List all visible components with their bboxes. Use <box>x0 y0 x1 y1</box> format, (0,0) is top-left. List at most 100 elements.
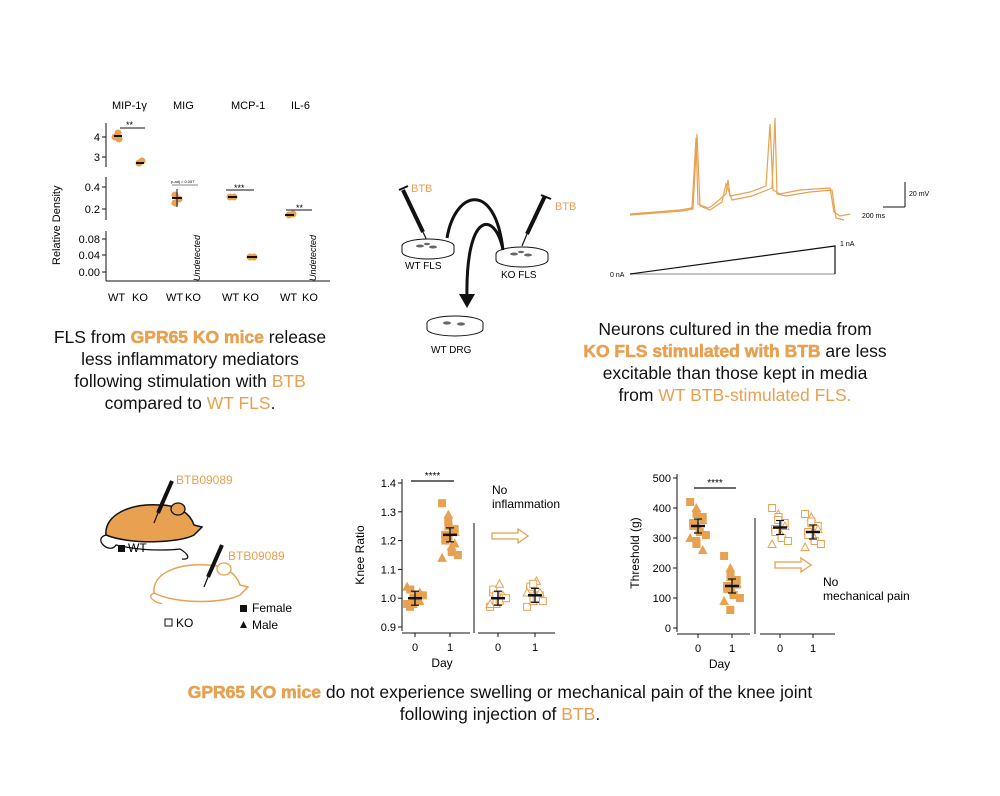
group-label: KO <box>243 292 259 304</box>
x-tick-label: 1 <box>810 643 816 655</box>
y-tick-label: 300 <box>653 533 671 545</box>
ko-fls-label: KO FLS <box>501 270 537 281</box>
wt-fls-label: WT FLS <box>405 261 442 272</box>
y-tick: 3 <box>94 152 100 164</box>
syringe-icon <box>153 480 174 524</box>
sig-label: **** <box>707 478 723 489</box>
caption-neurons: Neurons cultured in the media from KO FL… <box>583 319 887 405</box>
undetected-il6: Undetected <box>308 234 318 281</box>
data-point <box>418 591 427 600</box>
trace-ko <box>629 123 851 217</box>
data-point <box>494 578 505 588</box>
data-point <box>529 579 538 588</box>
undetected-mig: Undetected <box>192 234 202 281</box>
y-tick: 4 <box>94 132 100 144</box>
wt-mouse-icon <box>100 502 204 560</box>
y-tick-label: 1.4 <box>381 478 396 490</box>
btb-mouse-top: BTB09089 <box>176 473 233 487</box>
y-tick: 0.08 <box>79 234 100 246</box>
data-point <box>783 537 792 545</box>
analyte-label-mcp: MCP-1 <box>231 100 265 112</box>
analyte-label-mip: MIP-1γ <box>112 100 147 112</box>
data-point <box>685 532 695 542</box>
data-point <box>720 552 729 560</box>
group-label: WT <box>280 292 297 304</box>
scale-mv: 20 mV <box>909 191 930 198</box>
group-label: WT <box>166 292 183 304</box>
data-point <box>402 581 412 591</box>
data-point <box>719 595 729 605</box>
annotation-line1: No <box>492 483 508 497</box>
x-tick-label: 1 <box>447 642 453 654</box>
group-label: KO <box>302 292 318 304</box>
data-point <box>768 504 777 512</box>
group-label: KO <box>185 292 201 304</box>
data-point <box>437 552 447 562</box>
sig-mig: p-adj = 0.057 <box>171 179 195 184</box>
wt-drg-dish-icon <box>426 315 484 337</box>
electrophysiology-traces: 20 mV 200 ms 1 nA 0 nA <box>610 117 930 279</box>
x-tick-label: 1 <box>532 642 538 654</box>
legend-female: Female <box>252 601 292 615</box>
annotation-line2: mechanical pain <box>823 589 910 603</box>
data-point <box>726 606 735 614</box>
x-tick-label: 0 <box>495 642 501 654</box>
x-tick-label: 0 <box>695 643 701 655</box>
y-tick-label: 0.9 <box>381 622 396 634</box>
mouse-model-schematic: BTB09089 WT BTB09089 KO Female Male <box>100 473 292 632</box>
wt-mouse-label: WT <box>128 541 147 555</box>
knee-ratio-chart: 1.4 1.3 1.2 1.1 1.0 0.9 0 1 0 1 Day Knee Ratio **** N… <box>353 471 560 670</box>
relative-density-plot: MIP-1γ MIG MCP-1 IL-6 Relative Density 4… <box>51 100 330 304</box>
annotation-line2: inflammation <box>492 497 560 511</box>
data-point <box>816 540 825 548</box>
transfer-arrow-icon <box>445 198 505 301</box>
y-tick-label: 1.0 <box>381 593 396 605</box>
analyte-label-mig: MIG <box>173 100 194 112</box>
group-label: WT <box>108 292 125 304</box>
caption-fls: FLS from GPR65 KO mice release less infl… <box>53 327 327 413</box>
data-point <box>767 538 777 548</box>
group-label: KO <box>132 292 148 304</box>
ko-mouse-icon <box>150 562 250 604</box>
y-tick-label: 500 <box>653 473 671 485</box>
btb-label-left: BTB <box>411 183 432 195</box>
y-tick-label: 1.3 <box>381 507 396 519</box>
data-point <box>800 541 810 551</box>
y-tick-label: 0 <box>665 623 671 635</box>
data-point <box>523 602 532 611</box>
sig-label: **** <box>425 471 441 482</box>
y-tick: 0.4 <box>85 182 100 194</box>
data-point <box>538 597 547 606</box>
data-point <box>726 573 735 581</box>
annotation-arrow-icon <box>491 527 530 545</box>
sig-mcp: *** <box>234 183 245 193</box>
data-point <box>686 498 695 506</box>
ramp-top-label: 1 nA <box>840 241 855 248</box>
wt-drg-label: WT DRG <box>431 345 472 356</box>
y-axis-label: Knee Ratio <box>353 525 367 585</box>
data-point <box>735 594 744 602</box>
ramp-zero-label: 0 nA <box>610 272 625 279</box>
data-point <box>438 499 447 508</box>
y-tick-label: 1.2 <box>381 536 396 548</box>
caption-bottom: GPR65 KO mice do not experience swelling… <box>187 682 813 724</box>
annotation-line1: No <box>823 575 839 589</box>
y-tick: 0.2 <box>85 204 100 216</box>
culture-schematic: BTB WT FLS BTB KO FLS WT DRG <box>398 183 576 356</box>
sig-il6: ** <box>296 203 304 213</box>
syringe-icon <box>521 194 552 247</box>
data-point <box>414 596 425 606</box>
ko-mouse-label: KO <box>176 616 193 630</box>
x-tick-label: 0 <box>412 642 418 654</box>
y-tick-label: 400 <box>653 503 671 515</box>
btb-label-right: BTB <box>555 201 576 213</box>
wt-fls-dish-icon <box>401 238 455 260</box>
data-point <box>485 598 495 608</box>
analyte-label-il6: IL-6 <box>291 100 310 112</box>
data-point <box>698 514 708 524</box>
data-point <box>697 544 708 554</box>
data-point <box>453 551 462 559</box>
data-point <box>692 540 701 548</box>
threshold-chart: 500 400 300 200 100 0 0 1 0 1 Day Threshold (g) ****… <box>628 473 910 671</box>
y-tick: 0.04 <box>79 250 100 262</box>
